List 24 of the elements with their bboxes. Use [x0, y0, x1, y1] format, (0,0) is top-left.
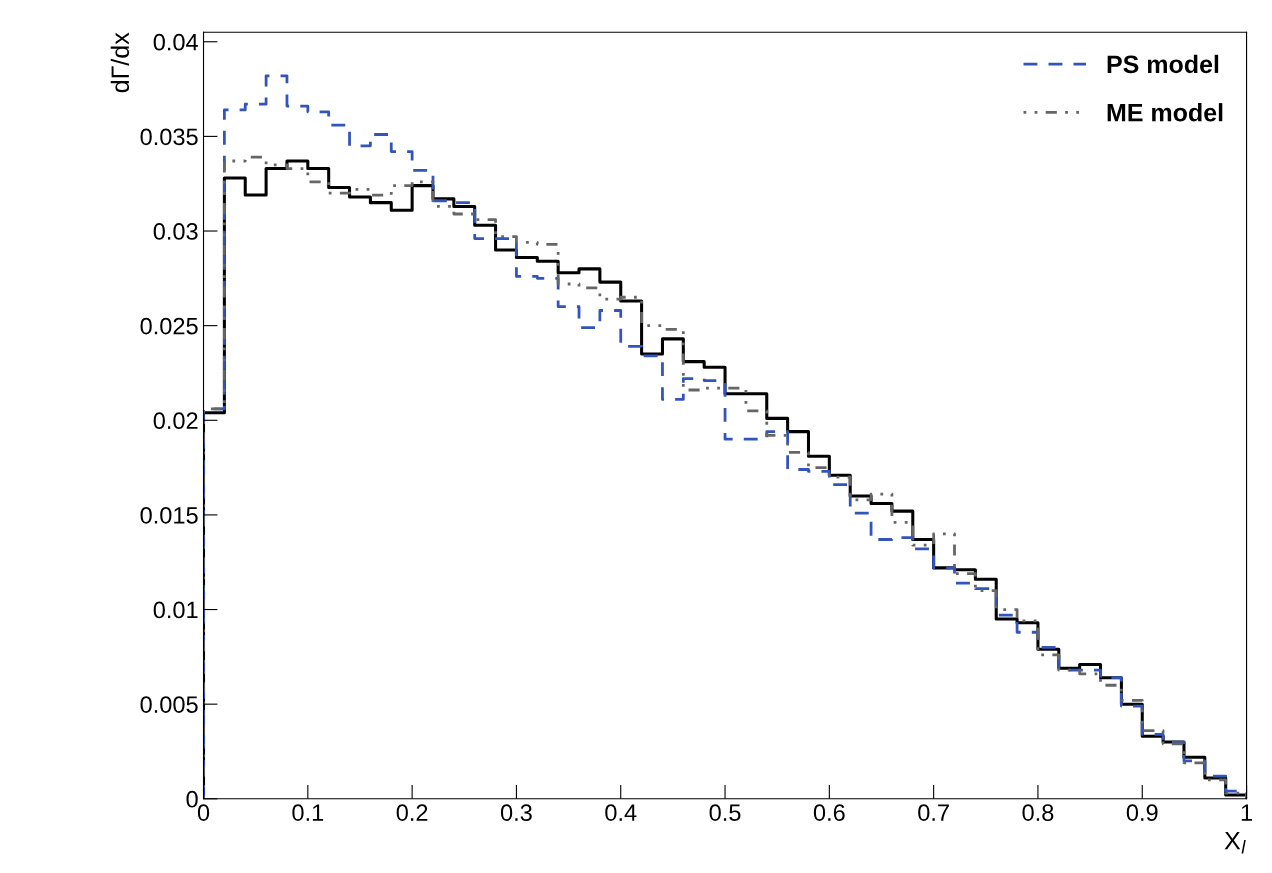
- y-tick-label: 0.035: [140, 128, 198, 146]
- x-tick-label: 0.9: [1126, 804, 1158, 821]
- y-axis-title: dΓ/dx: [110, 32, 130, 93]
- legend-label: ME model: [1107, 103, 1223, 122]
- x-tick-label: 0.7: [918, 804, 949, 821]
- y-tick-label: 0.005: [140, 696, 198, 713]
- x-axis-title: X$_{l}$: [1224, 832, 1246, 854]
- legend-label: PS model: [1107, 54, 1219, 74]
- x-tick-label: 0.3: [500, 804, 532, 821]
- x-tick-label: 0.8: [1022, 804, 1054, 821]
- y-tick-label: 0.03: [153, 223, 198, 240]
- y-tick-label: 0.025: [140, 317, 198, 335]
- x-tick-label: 0: [197, 804, 210, 821]
- y-tick-label: 0: [186, 790, 198, 808]
- x-tick-label: 0.1: [292, 804, 324, 821]
- y-tick-label: 0.04: [153, 33, 198, 51]
- y-tick-label: 0.01: [153, 601, 198, 619]
- x-tick-label: 1: [1241, 804, 1252, 821]
- x-tick-label: 0.2: [396, 804, 428, 821]
- y-tick-label: 0.02: [153, 412, 198, 430]
- x-tick-label: 0.6: [813, 804, 845, 821]
- y-tick-label: 0.015: [140, 506, 198, 524]
- x-tick-label: 0.5: [709, 804, 741, 821]
- x-tick-label: 0.4: [605, 804, 637, 821]
